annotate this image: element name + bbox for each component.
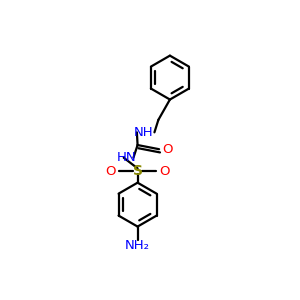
- Text: HN: HN: [117, 151, 136, 164]
- Text: O: O: [105, 165, 116, 178]
- Text: NH₂: NH₂: [125, 238, 150, 252]
- Text: O: O: [160, 165, 170, 178]
- Text: O: O: [162, 143, 172, 156]
- Text: NH: NH: [134, 126, 153, 139]
- Text: S: S: [133, 164, 142, 178]
